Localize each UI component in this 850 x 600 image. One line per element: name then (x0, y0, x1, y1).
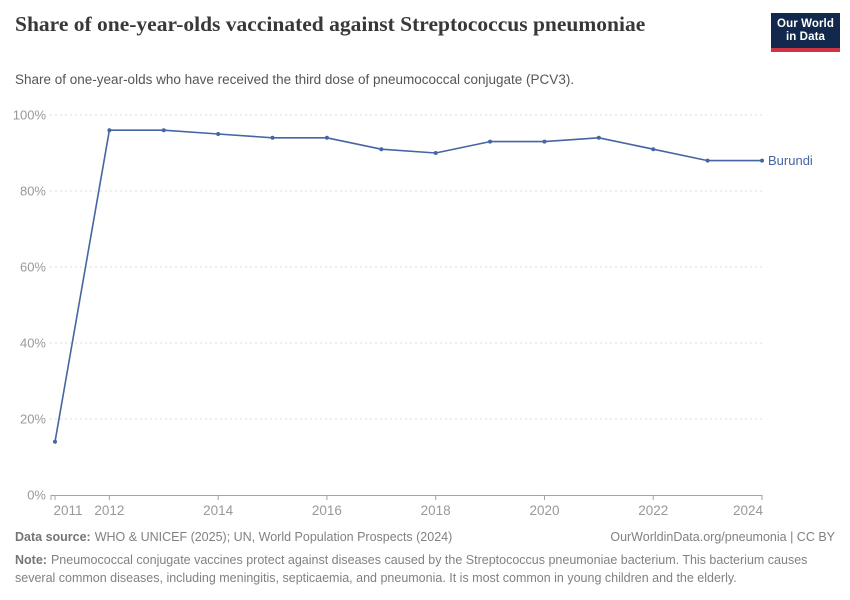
y-tick-label-40: 40% (20, 336, 46, 351)
x-tick-label-2020: 2020 (529, 503, 559, 518)
note-text: Pneumococcal conjugate vaccines protect … (15, 553, 808, 585)
data-point-burundi-2017[interactable] (379, 147, 384, 152)
x-tick-label-2022: 2022 (638, 503, 668, 518)
data-point-burundi-2022[interactable] (651, 147, 656, 152)
data-point-burundi-2020[interactable] (542, 139, 547, 144)
data-source-label: Data source: (15, 530, 91, 544)
data-point-burundi-2018[interactable] (433, 151, 438, 155)
entity-label-burundi[interactable]: Burundi (768, 153, 813, 168)
chart-title: Share of one-year-olds vaccinated agains… (15, 12, 646, 36)
data-point-burundi-2014[interactable] (216, 132, 221, 136)
x-tick-label-2016: 2016 (312, 503, 342, 518)
y-tick-label-60: 60% (20, 260, 46, 275)
data-point-burundi-2024[interactable] (760, 158, 764, 163)
data-point-burundi-2023[interactable] (705, 158, 710, 163)
x-tick-label-2024: 2024 (733, 503, 764, 518)
x-tick-label-2014: 2014 (203, 503, 234, 518)
citation-link[interactable]: OurWorldinData.org/pneumonia | CC BY (610, 530, 835, 544)
note-label: Note: (15, 553, 47, 567)
footer-source-row: Data source: WHO & UNICEF (2025); UN, Wor… (15, 529, 835, 545)
owid-logo[interactable]: Our World in Data (771, 13, 840, 52)
data-point-burundi-2013[interactable] (161, 128, 166, 133)
footer-note: Note: Pneumococcal conjugate vaccines pro… (15, 551, 836, 587)
data-point-burundi-2016[interactable] (324, 135, 329, 140)
data-point-burundi-2021[interactable] (596, 135, 601, 140)
owid-logo-line1: Our World (777, 18, 834, 30)
data-point-burundi-2019[interactable] (488, 139, 493, 144)
y-tick-label-20: 20% (20, 412, 46, 427)
x-tick-label-2018: 2018 (421, 503, 451, 518)
y-tick-label-80: 80% (20, 184, 46, 199)
x-tick-label-2011: 2011 (53, 503, 82, 518)
chart-subtitle: Share of one-year-olds who have received… (15, 72, 575, 87)
data-point-burundi-2015[interactable] (270, 135, 275, 140)
x-tick-label-2012: 2012 (94, 503, 124, 518)
y-tick-label-100: 100% (13, 108, 47, 123)
series-line-burundi[interactable] (54, 129, 763, 443)
data-point-burundi-2011[interactable] (53, 439, 57, 444)
data-source: Data source: WHO & UNICEF (2025); UN, Wor… (15, 529, 452, 545)
line-chart[interactable]: 0% 20% 40% 60% 80% 100% 2011 2012 2014 2016 2018 20… (0, 98, 850, 520)
data-point-burundi-2012[interactable] (107, 128, 112, 133)
owid-logo-line2: in Data (785, 31, 826, 43)
data-source-text: WHO & UNICEF (2025); UN, World Populatio… (94, 530, 453, 544)
y-tick-label-0: 0% (27, 488, 46, 503)
